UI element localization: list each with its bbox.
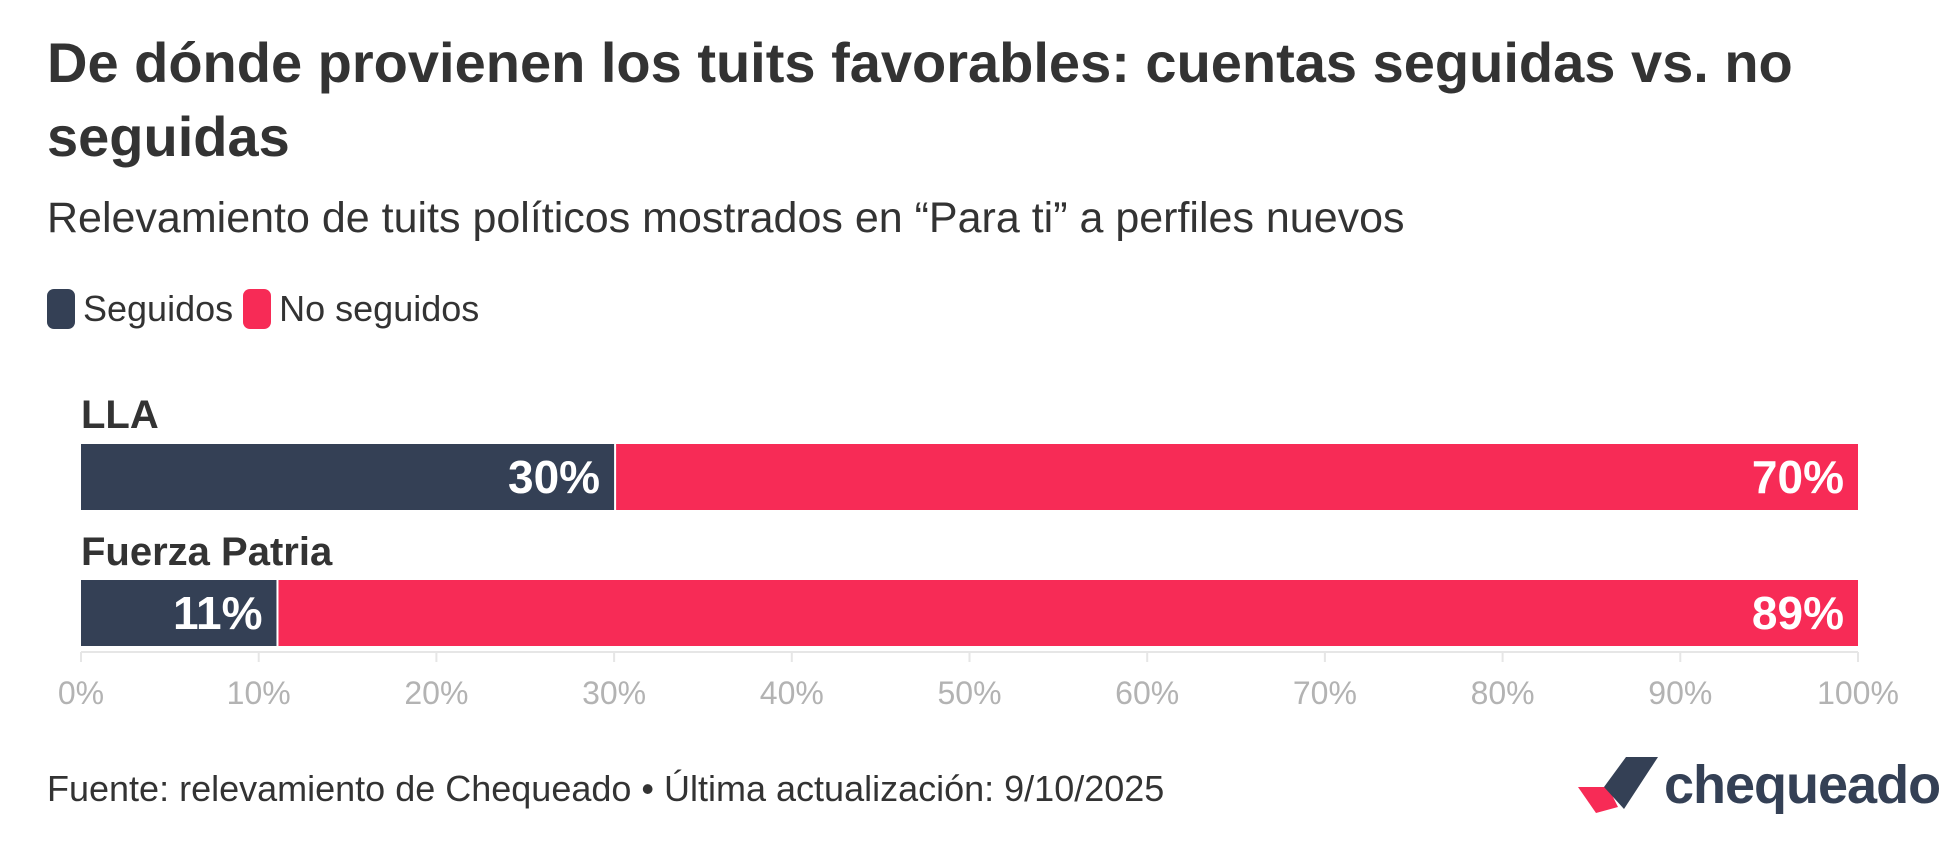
x-tick-label-100: 100% (1817, 675, 1899, 711)
legend-swatch-seguidos (47, 289, 75, 329)
bar-seguidos-0 (81, 444, 615, 510)
bar-no-seguidos-0 (616, 444, 1858, 510)
category-label-1: Fuerza Patria (81, 530, 333, 574)
logo-shape-red (1578, 787, 1618, 813)
bar-chart: 0% 10% 20% 30% 40% 50% 60% 70% 80% 90% 100% LLA 30% 7… (58, 393, 1899, 711)
data-label-no-seguidos-1: 89% (1752, 587, 1844, 639)
x-tick-label-80: 80% (1471, 675, 1535, 711)
legend-label-no-seguidos: No seguidos (279, 288, 480, 329)
legend-swatch-no-seguidos (243, 289, 272, 329)
x-tick-label-20: 20% (404, 675, 468, 711)
x-tick-label-60: 60% (1115, 675, 1179, 711)
legend: Seguidos No seguidos (47, 288, 489, 330)
data-label-seguidos-0: 30% (508, 451, 600, 503)
legend-item-no-seguidos: No seguidos (243, 288, 479, 330)
data-label-no-seguidos-0: 70% (1752, 451, 1844, 503)
logo-shape-dark (1604, 757, 1658, 809)
x-tick-label-30: 30% (582, 675, 646, 711)
chequeado-logo-icon (1578, 757, 1658, 813)
x-tick-label-70: 70% (1293, 675, 1357, 711)
x-tick-label-0: 0% (58, 675, 104, 711)
source-footer: Fuente: relevamiento de Chequeado • Últi… (47, 768, 1165, 809)
data-label-seguidos-1: 11% (173, 587, 263, 639)
x-tick-label-40: 40% (760, 675, 824, 711)
x-tick-label-90: 90% (1648, 675, 1712, 711)
chequeado-logo: chequeado (1578, 754, 1941, 816)
legend-item-seguidos: Seguidos (47, 288, 233, 330)
x-tick-label-50: 50% (937, 675, 1001, 711)
logo-wordmark: chequeado (1664, 755, 1941, 815)
legend-label-seguidos: Seguidos (83, 288, 234, 329)
x-tick-label-10: 10% (227, 675, 291, 711)
chart-title: De dónde provienen los tuits favorables:… (47, 31, 1793, 168)
chart-subtitle: Relevamiento de tuits políticos mostrado… (47, 194, 1405, 242)
category-label-0: LLA (81, 393, 159, 437)
bar-seguidos-1 (81, 580, 277, 646)
bar-no-seguidos-1 (278, 580, 1859, 646)
